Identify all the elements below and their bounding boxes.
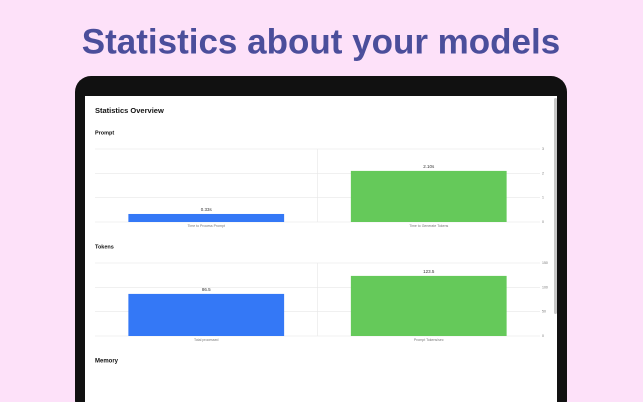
y-tick-label: 0: [542, 220, 544, 224]
screen-title: Statistics Overview: [95, 106, 164, 115]
x-tick-label: Prompt Tokens/sec: [414, 338, 444, 342]
value-label: 123.5: [423, 269, 435, 274]
bar: [128, 213, 285, 222]
y-tick-label: 150: [542, 261, 548, 265]
y-tick-label: 2: [542, 171, 544, 175]
bar: [350, 275, 507, 336]
screen: [85, 96, 557, 402]
y-tick-label: 50: [542, 310, 546, 314]
chart-title: Prompt: [95, 130, 114, 136]
bar: [350, 170, 507, 222]
y-tick-label: 3: [542, 147, 544, 151]
y-tick-label: 0: [542, 334, 544, 338]
x-tick-label: Total processed: [194, 338, 219, 342]
value-label: 0.33s: [201, 207, 213, 212]
x-tick-label: Time to Generate Tokens: [409, 224, 448, 228]
y-tick-label: 1: [542, 196, 544, 200]
y-tick-label: 100: [542, 285, 548, 289]
value-label: 2.10s: [423, 164, 435, 169]
bar: [128, 293, 285, 336]
section-title: Memory: [95, 359, 119, 365]
headline: Statistics about your models: [82, 22, 560, 61]
scrollbar: [554, 98, 557, 314]
x-tick-label: Time to Process Prompt: [188, 224, 225, 228]
chart-title: Tokens: [95, 244, 114, 250]
value-label: 86.5: [202, 287, 211, 292]
